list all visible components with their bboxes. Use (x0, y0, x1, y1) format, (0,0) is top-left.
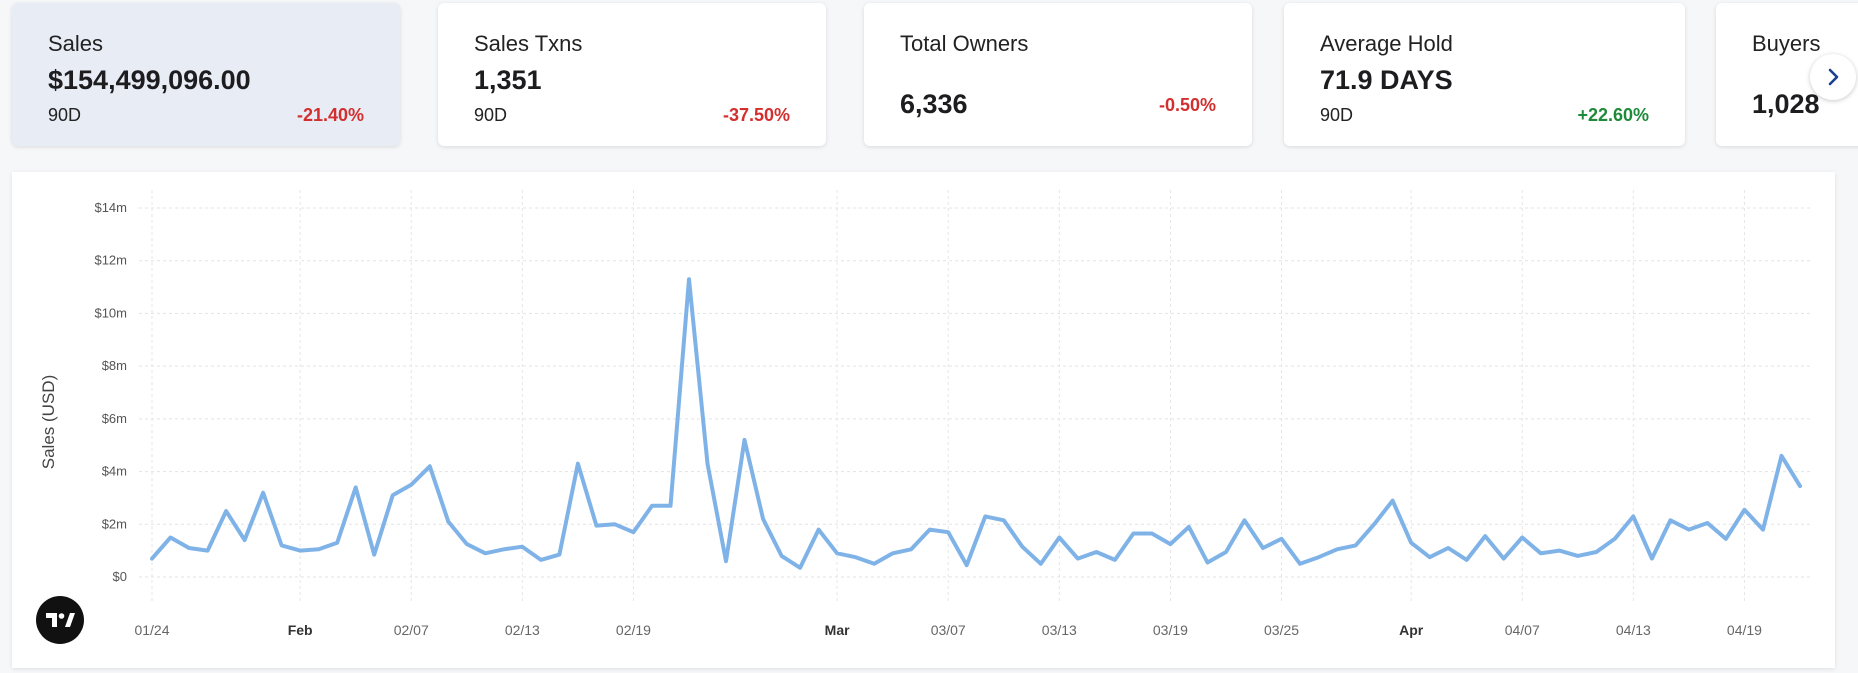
card-change: -21.40% (296, 105, 364, 125)
x-tick-label: 02/19 (616, 622, 651, 638)
card-value: $154,499,096.00 (48, 65, 251, 95)
card-period: 90D (1320, 105, 1354, 125)
metric-card-total-owners[interactable]: Total Owners 6,336 -0.50% (864, 3, 1252, 146)
y-tick-label: $10m (94, 305, 127, 320)
y-tick-label: $4m (102, 464, 127, 479)
card-title: Average Hold (1320, 31, 1453, 56)
card-value: 6,336 (900, 89, 968, 119)
card-period: 90D (474, 105, 508, 125)
chevron-right-icon (1828, 68, 1839, 86)
sales-line-chart[interactable]: $0 $2m $4m $6m $8m $10m $12m $14m 01/24 Feb 02/07 0… (12, 172, 1835, 668)
card-title: Buyers (1752, 31, 1821, 56)
y-tick-label: $14m (94, 200, 127, 215)
card-title: Total Owners (900, 31, 1029, 56)
card-title: Sales (48, 31, 104, 56)
metric-card-average-hold[interactable]: Average Hold 71.9 DAYS 90D +22.60% (1284, 3, 1685, 146)
card-value: 71.9 DAYS (1320, 65, 1453, 95)
tradingview-logo-icon[interactable] (36, 596, 84, 644)
y-tick-label: $12m (94, 253, 127, 268)
x-tick-label: Feb (288, 622, 313, 638)
x-tick-label: 02/13 (505, 622, 540, 638)
sales-chart-panel: $0 $2m $4m $6m $8m $10m $12m $14m 01/24 Feb 02/07 0… (12, 172, 1835, 668)
y-tick-label: $0 (113, 569, 127, 584)
y-tick-label: $6m (102, 411, 127, 426)
card-change: +22.60% (1577, 105, 1649, 125)
x-tick-label: 04/07 (1505, 622, 1540, 638)
metric-cards-carousel: Sales $154,499,096.00 90D -21.40% Sales … (0, 0, 1858, 160)
x-tick-label: 03/19 (1153, 622, 1188, 638)
x-tick-label: 02/07 (394, 622, 429, 638)
x-tick-label: 04/19 (1727, 622, 1762, 638)
card-change: -0.50% (1158, 95, 1216, 115)
x-tick-label: Apr (1399, 622, 1424, 638)
card-value: 1,351 (474, 65, 542, 95)
card-change: -37.50% (722, 105, 790, 125)
y-axis-label: Sales (USD) (39, 375, 58, 469)
x-tick-label: Mar (825, 622, 850, 638)
card-period: 90D (48, 105, 82, 125)
series-line (150, 277, 1802, 570)
carousel-next-button[interactable] (1810, 54, 1856, 100)
x-tick-label: 03/25 (1264, 622, 1299, 638)
x-tick-label: 01/24 (134, 622, 169, 638)
y-tick-label: $2m (102, 516, 127, 531)
card-value: 1,028 (1752, 89, 1820, 119)
x-tick-label: 03/13 (1042, 622, 1077, 638)
y-tick-label: $8m (102, 358, 127, 373)
card-title: Sales Txns (474, 31, 583, 56)
metric-card-sales-txns[interactable]: Sales Txns 1,351 90D -37.50% (438, 3, 826, 146)
x-tick-label: 03/07 (931, 622, 966, 638)
x-tick-label: 04/13 (1616, 622, 1651, 638)
metric-card-sales[interactable]: Sales $154,499,096.00 90D -21.40% (12, 3, 400, 146)
